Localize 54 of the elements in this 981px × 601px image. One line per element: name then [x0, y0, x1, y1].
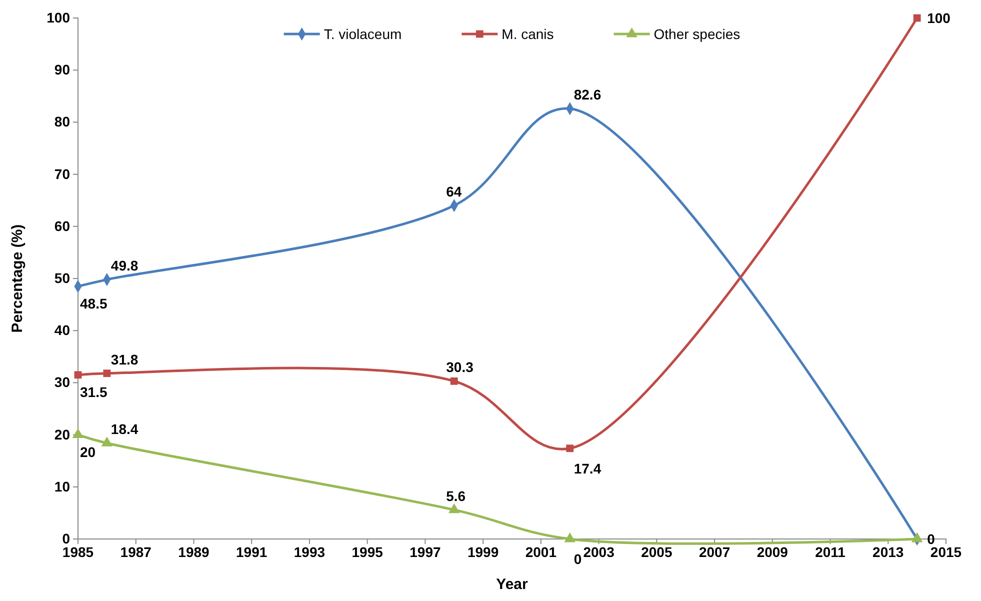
x-tick-label: 2003 — [583, 544, 615, 560]
data-label: 82.6 — [574, 86, 602, 103]
y-tick-label: 0 — [62, 530, 70, 546]
data-label: 64 — [446, 184, 462, 200]
y-tick-label: 80 — [54, 114, 70, 130]
point — [74, 371, 82, 379]
data-label: 18.4 — [110, 421, 138, 438]
x-tick-label: 1989 — [178, 544, 210, 560]
y-tick-label: 10 — [54, 478, 70, 494]
point — [448, 503, 460, 514]
point — [103, 370, 111, 378]
legend-label: M. canis — [502, 26, 554, 42]
y-tick-label: 100 — [46, 9, 70, 26]
point — [566, 444, 574, 452]
point — [564, 532, 576, 542]
point — [450, 377, 458, 385]
point — [101, 436, 113, 446]
legend-label: Other species — [654, 26, 740, 42]
y-tick-label: 40 — [54, 322, 70, 338]
y-tick-label: 60 — [54, 218, 70, 234]
x-tick-label: 2007 — [698, 544, 730, 560]
y-tick-label: 30 — [54, 374, 70, 390]
x-tick-label: 2013 — [872, 544, 904, 560]
x-axis-title: Year — [496, 576, 528, 593]
point — [913, 14, 921, 22]
y-tick-label: 50 — [54, 270, 70, 286]
x-tick-label: 1993 — [294, 544, 326, 560]
data-label: 17.4 — [574, 460, 602, 476]
data-label: 30.3 — [446, 359, 474, 376]
data-label: 49.8 — [110, 258, 138, 274]
data-label: 31.5 — [80, 384, 108, 400]
point — [72, 428, 84, 438]
data-label: 100 — [927, 10, 951, 26]
data-label: 20 — [80, 444, 96, 460]
y-tick-label: 20 — [54, 426, 70, 442]
x-tick-label: 2011 — [815, 544, 846, 560]
data-label: 48.5 — [80, 295, 108, 312]
data-label: 0 — [574, 551, 582, 567]
data-label: 31.8 — [110, 351, 138, 368]
x-tick-label: 2001 — [525, 544, 557, 560]
x-tick-label: 1995 — [352, 544, 384, 560]
x-tick-label: 1997 — [410, 544, 441, 560]
x-tick-label: 2005 — [641, 544, 672, 560]
x-tick-label: 2009 — [756, 544, 788, 560]
point — [911, 532, 923, 542]
x-tick-label: 1999 — [467, 544, 499, 560]
x-tick-label: 1985 — [62, 544, 94, 560]
data-label: 5.6 — [446, 488, 466, 504]
y-tick-label: 70 — [54, 166, 70, 182]
y-tick-label: 90 — [54, 62, 70, 78]
x-tick-label: 1987 — [120, 544, 152, 560]
legend-label: T. violaceum — [324, 26, 402, 42]
y-axis-title: Percentage (%) — [9, 224, 26, 333]
x-tick-label: 1991 — [236, 544, 268, 560]
